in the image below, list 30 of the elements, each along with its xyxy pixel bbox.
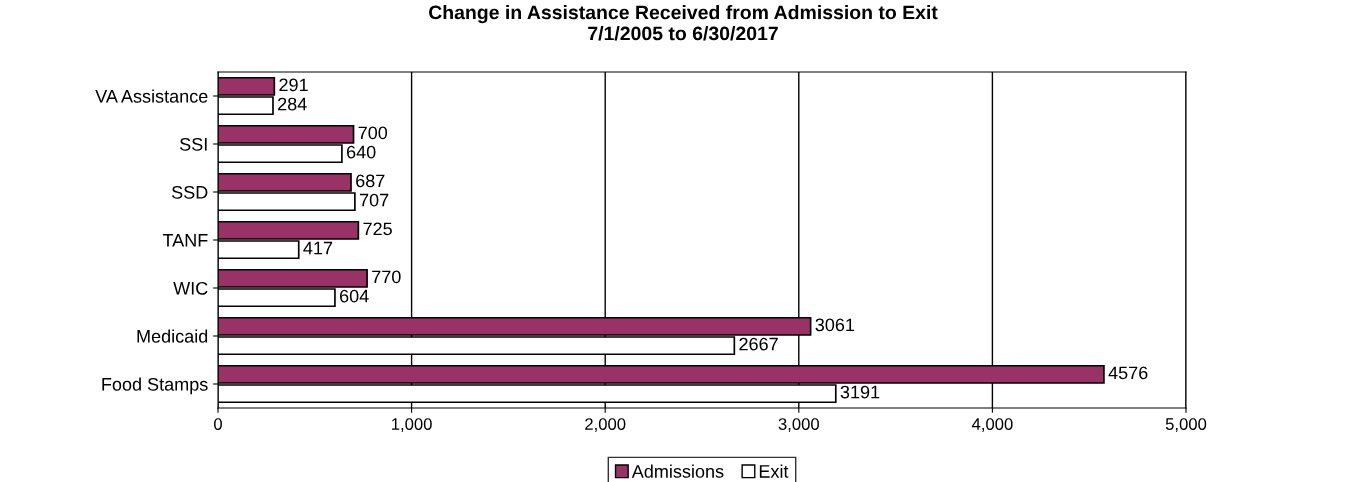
data-label: 3191 xyxy=(840,385,880,399)
data-label: 4576 xyxy=(1108,366,1148,380)
y-tick-label: Medicaid xyxy=(137,329,208,343)
x-tick-label: 0 xyxy=(214,418,222,430)
y-tick-label: VA Assistance xyxy=(95,89,208,103)
data-label: 707 xyxy=(359,193,389,207)
data-label: 417 xyxy=(303,241,333,255)
data-label: 640 xyxy=(346,145,376,159)
x-tick-label: 5,000 xyxy=(1165,418,1207,432)
x-tick-label: 3,000 xyxy=(778,418,819,432)
y-tick-label: TANF xyxy=(162,234,208,247)
legend-label: Exit xyxy=(759,464,789,478)
data-label: 284 xyxy=(278,97,307,111)
chart-title: Change in Assistance Received from Admission to Exit 7/1/2005 to 6/30/2017 xyxy=(429,5,938,41)
x-tick-label: 4,000 xyxy=(971,418,1013,432)
x-tick-label: 1,000 xyxy=(392,418,432,432)
data-label: 291 xyxy=(279,78,308,92)
y-tick-label: Food Stamps xyxy=(102,377,208,395)
y-tick-label: SSD xyxy=(171,185,208,199)
y-tick-label: WIC xyxy=(173,281,208,295)
legend-label: Admissions xyxy=(631,464,724,478)
data-label: 3061 xyxy=(815,318,855,332)
data-label: 604 xyxy=(340,289,369,303)
data-label: 700 xyxy=(358,126,388,140)
y-tick-label: SSI xyxy=(180,137,207,151)
data-label: 770 xyxy=(372,270,401,284)
x-tick-label: 2,000 xyxy=(585,418,626,432)
data-label: 687 xyxy=(356,174,385,188)
data-label: 725 xyxy=(363,222,392,236)
data-label: 2667 xyxy=(739,337,778,351)
